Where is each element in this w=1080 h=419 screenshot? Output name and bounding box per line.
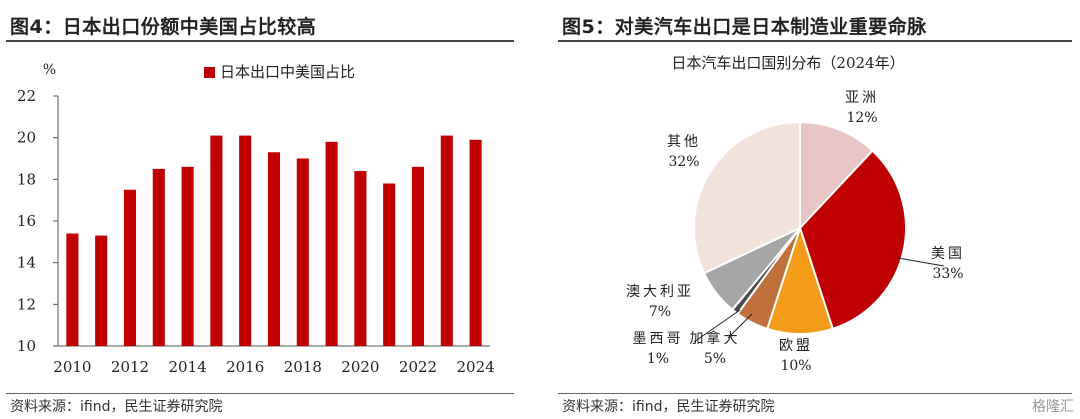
x-tick-label: 2014 [169,358,207,376]
slice-label: 澳大利亚 [626,284,694,300]
title-rule [6,40,514,42]
pie-chart: 日本汽车出口国别分布（2024年） 亚洲 12% 美国 33% 欧盟 10% 加拿大 5% 墨西哥… [626,54,965,374]
bar-2019 [325,141,338,346]
leader-line [693,309,741,343]
slice-label: 亚洲 [845,90,879,106]
y-tick-label: 18 [17,170,36,188]
figure4-title: 图4：日本出口份额中美国占比较高 [10,16,317,38]
figure5-source: 资料来源：ifind，民生证券研究院 [562,399,775,415]
bar-2016 [239,135,252,346]
slice-pct-label: 5% [704,351,726,367]
slice-pct-label: 33% [932,266,963,282]
x-tick-label: 2016 [226,358,264,376]
y-tick-label: 10 [17,337,36,355]
x-tick-label: 2018 [284,358,322,376]
bar-2013 [152,168,165,346]
source-rule [558,393,1072,394]
leader-line [727,313,753,339]
x-tick-label: 2022 [399,358,437,376]
y-tick-label: 14 [17,254,36,272]
source-rule [6,393,514,394]
y-unit-label: % [43,62,56,78]
title-rule [558,40,1072,42]
y-tick-label: 12 [17,295,36,313]
right-figure-panel: 图5：对美汽车出口是日本制造业重要命脉 日本汽车出口国别分布（2024年） 亚洲 1… [552,0,1080,419]
legend-swatch [204,67,215,78]
bar-2015 [210,135,223,346]
slice-label: 欧盟 [779,338,813,354]
y-tick-label: 16 [17,212,36,230]
x-tick-label: 2020 [341,358,379,376]
bar-2017 [267,152,281,346]
slice-label: 美国 [931,246,965,262]
bar-2022 [411,166,425,346]
figure5-title: 图5：对美汽车出口是日本制造业重要命脉 [562,16,927,38]
slice-pct-label: 1% [647,351,669,367]
slice-label: 加拿大 [690,330,741,347]
slice-pct-label: 32% [668,154,699,170]
y-tick-label: 20 [17,129,36,147]
bar-2011 [95,235,108,346]
x-tick-label: 2010 [53,358,91,376]
slice-label: 其他 [667,134,701,150]
pie-slice-亚洲 [799,120,874,231]
bar-2010 [66,233,79,346]
left-figure-panel: 图4：日本出口份额中美国占比较高 10 12 14 16 18 20 22% 2010 2012… [0,0,520,419]
bar-2018 [296,158,309,346]
bar-2020 [354,171,367,346]
bar-2023 [440,135,453,346]
pie-title: 日本汽车出口国别分布（2024年） [671,54,904,72]
slice-pct-label: 12% [846,110,877,126]
leader-line [897,257,945,267]
pie-slice-其他 [693,120,801,275]
slice-label: 墨西哥 [633,331,684,347]
bar-2014 [181,166,194,346]
legend-label: 日本出口中美国占比 [220,63,355,81]
bar-2012 [123,189,137,346]
watermark-logo: 格隆汇 [1032,399,1074,415]
x-tick-label: 2012 [111,358,149,376]
figure4-source: 资料来源：ifind，民生证券研究院 [10,399,223,415]
bar-2021 [383,183,396,346]
bar-2024 [469,139,482,346]
pie-slice-美国 [798,149,907,331]
x-tick-label: 2024 [457,358,495,376]
slice-pct-label: 10% [780,358,811,374]
slice-pct-label: 7% [649,304,671,320]
y-tick-label: 22 [17,87,36,105]
